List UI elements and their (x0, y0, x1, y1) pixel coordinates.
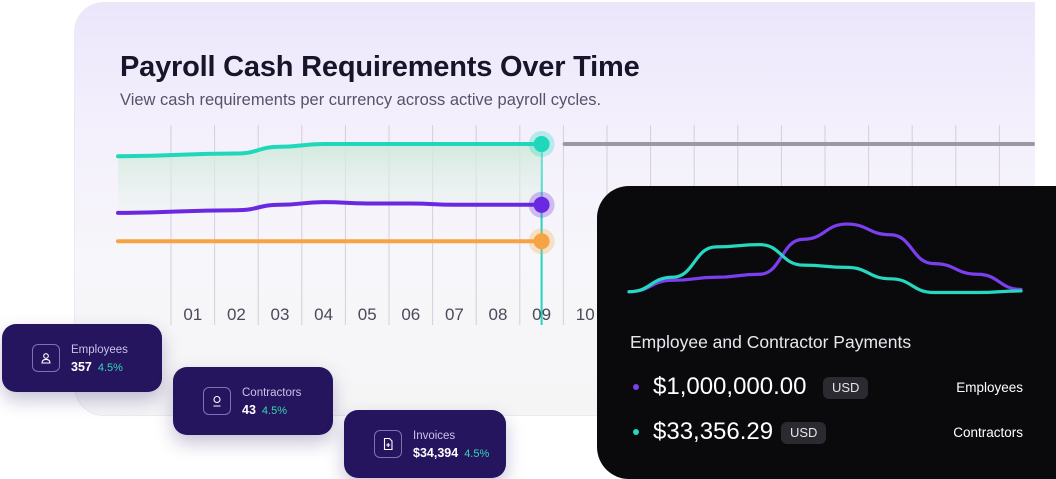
stat-label: Contractors (242, 387, 302, 399)
series-point (533, 196, 550, 213)
x-tick-label: 05 (358, 305, 377, 324)
payment-row-contractors: $33,356.29 USD Contractors (633, 417, 1023, 447)
payments-card: Employee and Contractor Payments $1,000,… (597, 186, 1056, 479)
payment-amount: $1,000,000.00 (653, 373, 807, 400)
payment-amount: $33,356.29 (653, 418, 774, 445)
x-tick-label: 01 (183, 305, 202, 324)
page-subtitle: View cash requirements per currency acro… (120, 91, 602, 109)
stat-change: 4.5% (97, 362, 123, 374)
x-tick-label: 07 (445, 305, 464, 324)
x-tick-label: 08 (489, 305, 508, 324)
stat-value-row: $34,394 4.5% (413, 446, 489, 460)
x-tick-label: 03 (271, 305, 290, 324)
stat-label: Invoices (413, 430, 456, 442)
series-dot (633, 429, 639, 435)
mini-series-line (627, 242, 1023, 295)
x-tick-label: 09 (532, 305, 551, 324)
x-tick-label: 02 (227, 305, 246, 324)
series-line (116, 142, 544, 159)
x-tick-label: 04 (314, 305, 333, 324)
payment-row-employees: $1,000,000.00 USD Employees (633, 372, 1023, 402)
user-icon (32, 344, 60, 372)
page-title: Payroll Cash Requirements Over Time (120, 51, 640, 83)
payments-title: Employee and Contractor Payments (630, 332, 912, 352)
stat-value: 357 (71, 360, 92, 374)
series-band (118, 144, 542, 213)
stat-card-invoices[interactable]: Invoices $34,394 4.5% (344, 410, 506, 478)
stat-change: 4.5% (464, 448, 490, 460)
stat-value-row: 357 4.5% (71, 360, 123, 374)
stat-value: $34,394 (413, 446, 459, 460)
stat-value-row: 43 4.5% (242, 403, 287, 417)
stat-card-employees[interactable]: Employees 357 4.5% (2, 324, 162, 392)
stat-value: 43 (242, 403, 256, 417)
currency-badge: USD (823, 377, 869, 399)
document-icon (374, 430, 402, 458)
series-dot (633, 384, 639, 390)
x-tick-label: 10 (576, 305, 595, 324)
payment-label: Employees (956, 380, 1023, 395)
series-point (533, 233, 550, 250)
series-line (116, 200, 544, 215)
stat-label: Employees (71, 344, 128, 356)
currency-badge: USD (781, 422, 827, 444)
x-tick-label: 06 (401, 305, 420, 324)
payment-label: Contractors (953, 425, 1023, 440)
stat-card-contractors[interactable]: Contractors 43 4.5% (173, 367, 333, 435)
mini-series-line (627, 222, 1023, 294)
series-point (533, 136, 550, 153)
stat-change: 4.5% (261, 405, 287, 417)
person-icon (203, 387, 231, 415)
payments-mini-chart (627, 222, 1023, 295)
